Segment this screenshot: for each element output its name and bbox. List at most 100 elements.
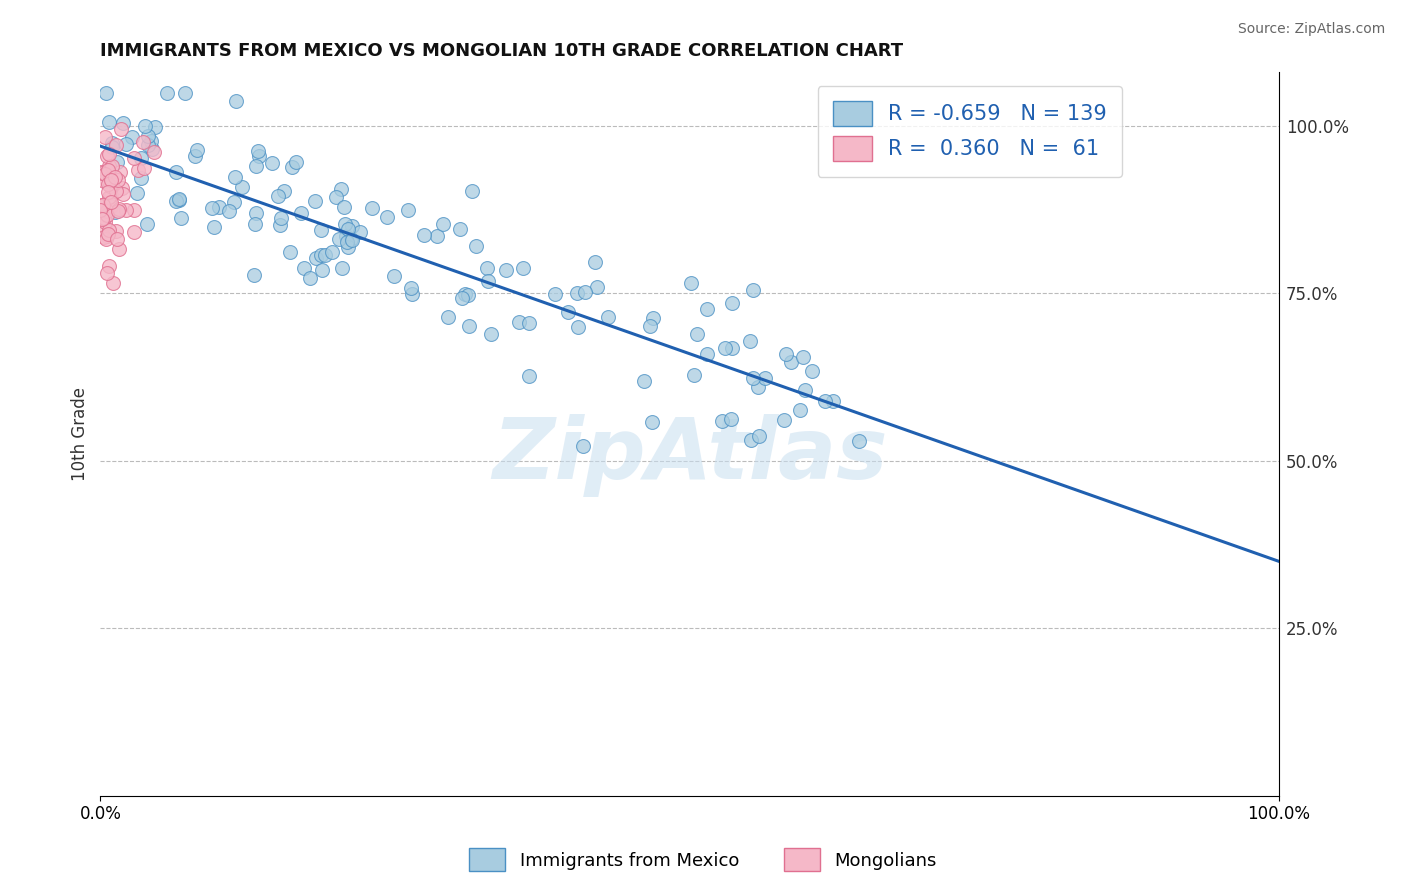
Point	[169, 193, 191, 207]
Point	[100, 189, 122, 203]
Point	[136, 129, 159, 144]
Point	[740, 433, 762, 447]
Point	[821, 393, 844, 408]
Point	[449, 222, 471, 236]
Point	[94, 86, 117, 100]
Point	[325, 189, 347, 203]
Point	[165, 194, 187, 209]
Point	[98, 147, 121, 161]
Point	[97, 259, 120, 273]
Point	[110, 121, 132, 136]
Point	[107, 242, 129, 256]
Point	[696, 346, 718, 360]
Point	[225, 94, 247, 108]
Point	[96, 209, 118, 223]
Point	[481, 326, 503, 341]
Point	[557, 304, 579, 318]
Point	[401, 286, 423, 301]
Point	[565, 286, 588, 301]
Point	[97, 227, 120, 241]
Point	[281, 160, 304, 174]
Point	[336, 235, 359, 249]
Point	[96, 266, 118, 280]
Point	[222, 195, 245, 210]
Point	[98, 194, 121, 209]
Point	[98, 199, 121, 213]
Point	[742, 371, 765, 385]
Point	[204, 220, 226, 235]
Point	[321, 244, 343, 259]
Point	[413, 227, 436, 242]
Point	[96, 204, 118, 219]
Point	[97, 223, 120, 237]
Point	[91, 166, 114, 180]
Point	[103, 276, 125, 290]
Point	[108, 165, 131, 179]
Point	[572, 439, 595, 453]
Point	[329, 182, 352, 196]
Point	[101, 136, 124, 151]
Point	[773, 413, 796, 427]
Point	[100, 178, 122, 192]
Point	[375, 210, 398, 224]
Point	[309, 248, 332, 262]
Point	[396, 203, 419, 218]
Point	[94, 130, 117, 145]
Point	[309, 223, 332, 237]
Point	[165, 165, 187, 179]
Point	[349, 226, 371, 240]
Point	[218, 203, 240, 218]
Point	[96, 149, 118, 163]
Point	[457, 318, 479, 333]
Point	[245, 159, 267, 173]
Point	[245, 206, 267, 220]
Point	[508, 315, 530, 329]
Point	[517, 368, 540, 383]
Point	[132, 135, 155, 149]
Point	[779, 355, 801, 369]
Point	[134, 119, 156, 133]
Point	[273, 185, 295, 199]
Point	[278, 245, 301, 260]
Legend: R = -0.659   N = 139, R =  0.360   N =  61: R = -0.659 N = 139, R = 0.360 N = 61	[817, 86, 1122, 177]
Point	[247, 149, 270, 163]
Point	[574, 285, 596, 300]
Point	[91, 197, 114, 211]
Point	[98, 179, 121, 194]
Point	[335, 218, 357, 232]
Point	[112, 187, 135, 202]
Point	[94, 167, 117, 181]
Point	[465, 239, 488, 253]
Point	[747, 380, 769, 394]
Point	[495, 263, 517, 277]
Point	[129, 171, 152, 186]
Point	[267, 188, 290, 202]
Point	[97, 162, 120, 177]
Point	[167, 192, 190, 206]
Point	[186, 143, 208, 157]
Point	[93, 211, 115, 225]
Point	[340, 219, 363, 233]
Point	[98, 114, 121, 128]
Point	[90, 212, 112, 227]
Point	[711, 414, 734, 428]
Point	[114, 136, 136, 151]
Point	[156, 86, 179, 100]
Point	[104, 184, 127, 198]
Point	[305, 251, 328, 265]
Point	[231, 180, 253, 194]
Point	[125, 186, 148, 200]
Point	[111, 181, 134, 195]
Point	[714, 341, 737, 355]
Point	[184, 149, 207, 163]
Point	[792, 350, 814, 364]
Point	[141, 134, 163, 148]
Point	[641, 311, 664, 326]
Point	[127, 163, 149, 178]
Text: Source: ZipAtlas.com: Source: ZipAtlas.com	[1237, 22, 1385, 37]
Point	[748, 428, 770, 442]
Point	[336, 221, 359, 235]
Point	[382, 269, 405, 284]
Point	[94, 215, 117, 229]
Point	[112, 116, 135, 130]
